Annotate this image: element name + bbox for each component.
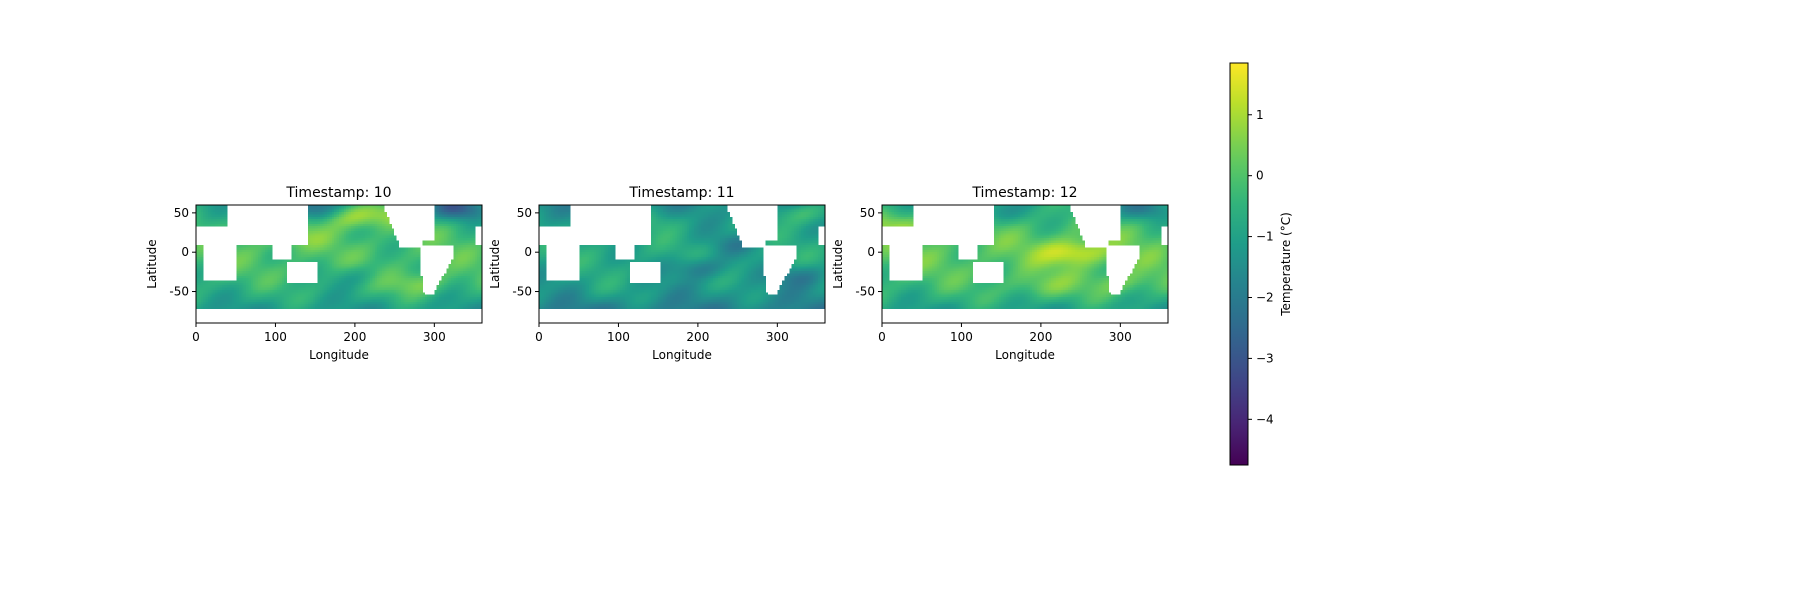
x-axis-label: Longitude xyxy=(652,348,712,362)
y-tick-label: -50 xyxy=(512,285,532,299)
axes-frame xyxy=(195,204,483,324)
y-axis-label: Latitude xyxy=(488,239,502,288)
colorbar-tick-label: −3 xyxy=(1256,351,1274,365)
x-tick-label: 300 xyxy=(423,330,446,344)
heatmap-cells xyxy=(196,205,483,310)
x-tick-label: 300 xyxy=(766,330,789,344)
y-tick-label: 50 xyxy=(517,206,532,220)
y-tick-label: 0 xyxy=(524,245,532,259)
heatmap-cells xyxy=(882,205,1169,310)
y-axis-label: Latitude xyxy=(145,239,159,288)
x-tick-label: 0 xyxy=(878,330,886,344)
x-tick-label: 100 xyxy=(950,330,973,344)
colorbar-tick-label: −1 xyxy=(1256,230,1274,244)
y-tick-label: 50 xyxy=(174,206,189,220)
colorbar-tick-label: 0 xyxy=(1256,169,1264,183)
panel-title: Timestamp: 11 xyxy=(628,185,734,201)
heatmap-panels: Timestamp: 10 0 100 200 300 50 0 -50 Longitude La… xyxy=(145,185,1169,362)
y-axis-label: Latitude xyxy=(831,239,845,288)
x-tick-label: 0 xyxy=(535,330,543,344)
colorbar-tick-label: −4 xyxy=(1256,412,1274,426)
x-tick-label: 0 xyxy=(192,330,200,344)
x-tick-label: 300 xyxy=(1109,330,1132,344)
x-tick-label: 100 xyxy=(264,330,287,344)
x-tick-label: 200 xyxy=(686,330,709,344)
y-tick-label: 0 xyxy=(867,245,875,259)
axes-frame xyxy=(881,204,1169,324)
x-axis-label: Longitude xyxy=(309,348,369,362)
panel-title: Timestamp: 12 xyxy=(971,185,1077,201)
x-tick-label: 200 xyxy=(1029,330,1052,344)
heatmap-cells xyxy=(539,205,826,310)
heatmap-panel: Timestamp: 11 0 100 200 300 50 0 -50 Longitude La… xyxy=(488,185,826,362)
y-tick-label: -50 xyxy=(855,285,875,299)
colorbar-gradient xyxy=(1229,62,1249,466)
colorbar: 1 0 −1 −2 −3 −4 Temperature (°C) xyxy=(1229,62,1293,466)
colorbar-tick-label: −2 xyxy=(1256,291,1274,305)
panel-title: Timestamp: 10 xyxy=(285,185,391,201)
y-tick-label: 0 xyxy=(181,245,189,259)
x-axis-label: Longitude xyxy=(995,348,1055,362)
x-tick-label: 200 xyxy=(343,330,366,344)
x-tick-label: 100 xyxy=(607,330,630,344)
axes-frame xyxy=(538,204,826,324)
y-tick-label: -50 xyxy=(169,285,189,299)
y-tick-label: 50 xyxy=(860,206,875,220)
colorbar-tick-label: 1 xyxy=(1256,108,1264,122)
heatmap-panel: Timestamp: 12 0 100 200 300 50 0 -50 Longitude La… xyxy=(831,185,1169,362)
colorbar-label: Temperature (°C) xyxy=(1279,212,1293,317)
heatmap-panel: Timestamp: 10 0 100 200 300 50 0 -50 Longitude La… xyxy=(145,185,483,362)
